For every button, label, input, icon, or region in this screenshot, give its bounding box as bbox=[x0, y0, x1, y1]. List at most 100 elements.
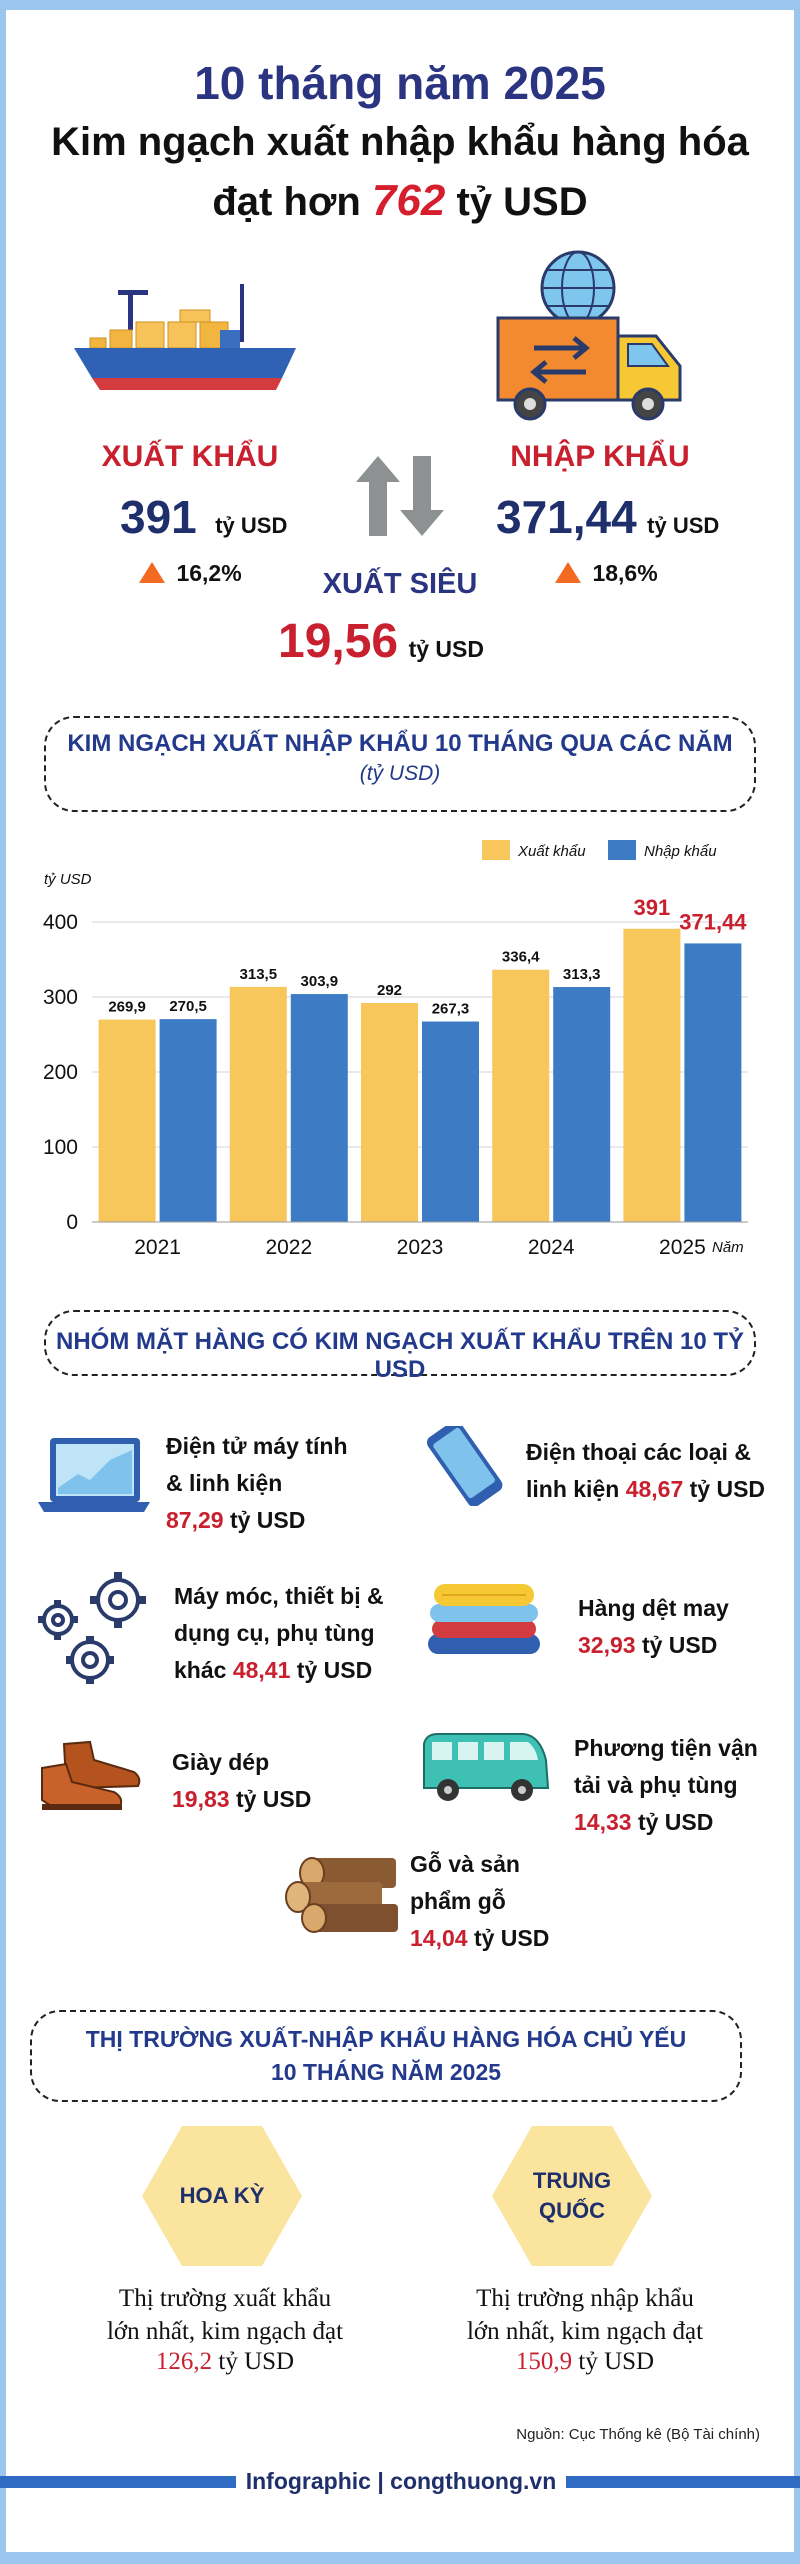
item-value: 14,33 bbox=[574, 1809, 632, 1835]
bar bbox=[159, 1019, 217, 1222]
import-unit: tỷ USD bbox=[647, 513, 720, 538]
export-value: 391 bbox=[120, 491, 197, 543]
surplus-value-row: 19,56 tỷ USD bbox=[278, 614, 558, 669]
item-name-line: tải và phụ tùng bbox=[574, 1772, 738, 1798]
bar-data-label: 313,5 bbox=[240, 966, 278, 983]
bar-data-label: 391 bbox=[634, 895, 671, 920]
y-axis-label: tỷ USD bbox=[44, 871, 92, 888]
surplus-label: XUẤT SIÊU bbox=[322, 568, 478, 600]
x-axis-label: Năm bbox=[712, 1239, 744, 1256]
bar bbox=[623, 928, 681, 1222]
title-suffix: tỷ USD bbox=[456, 180, 588, 224]
item-name-line: Giày dép bbox=[172, 1749, 270, 1775]
bar bbox=[684, 943, 742, 1222]
section-markets-title: THỊ TRƯỜNG XUẤT-NHẬP KHẨU HÀNG HÓA CHỦ Y… bbox=[85, 2026, 687, 2052]
market-unit: tỷ USD bbox=[578, 2348, 655, 2375]
market-usa-desc: Thị trường xuất khẩu lớn nhất, kim ngạch… bbox=[50, 2282, 400, 2376]
import-value-row: 371,44 tỷ USD bbox=[496, 490, 756, 544]
section-chart-title: KIM NGẠCH XUẤT NHẬP KHẨU 10 THÁNG QUA CÁ… bbox=[67, 730, 733, 757]
frame-bottom bbox=[0, 2552, 800, 2564]
gears-icon bbox=[38, 1572, 146, 1684]
phone-icon bbox=[426, 1426, 503, 1506]
title-total: 762 bbox=[371, 176, 446, 225]
item-name-line: Gỗ và sản bbox=[410, 1851, 520, 1877]
bar-data-label: 303,9 bbox=[301, 973, 339, 990]
growth-up-icon bbox=[555, 562, 581, 583]
market-desc-line: lớn nhất, kim ngạch đạt bbox=[106, 2318, 344, 2345]
item-value: 14,04 bbox=[410, 1925, 468, 1951]
title-prefix: đạt hơn bbox=[212, 180, 361, 224]
item-textiles: Hàng dệt may 32,93 tỷ USD bbox=[578, 1590, 729, 1664]
section-products-header: NHÓM MẶT HÀNG CÓ KIM NGẠCH XUẤT KHẨU TRÊ… bbox=[44, 1310, 756, 1383]
market-name-line: QUỐC bbox=[539, 2198, 605, 2223]
market-value-row: 126,2 tỷ USD bbox=[50, 2348, 400, 2376]
delivery-truck-icon bbox=[496, 250, 682, 421]
item-value-row: 32,93 tỷ USD bbox=[578, 1627, 729, 1664]
section-chart-header: KIM NGẠCH XUẤT NHẬP KHẨU 10 THÁNG QUA CÁ… bbox=[44, 716, 756, 812]
bar-data-label: 313,3 bbox=[563, 966, 601, 983]
section-markets-header: THỊ TRƯỜNG XUẤT-NHẬP KHẨU HÀNG HÓA CHỦ Y… bbox=[30, 2010, 742, 2102]
bar bbox=[98, 1019, 156, 1222]
item-unit: tỷ USD bbox=[473, 1925, 550, 1951]
item-electronics: Điện tử máy tính & linh kiện 87,29 tỷ US… bbox=[166, 1428, 348, 1539]
market-unit: tỷ USD bbox=[218, 2348, 295, 2375]
market-name-line: TRUNG bbox=[532, 2168, 612, 2193]
import-value: 371,44 bbox=[496, 491, 637, 543]
van-icon bbox=[423, 1733, 550, 1801]
item-value-row: 19,83 tỷ USD bbox=[172, 1781, 311, 1818]
legend-swatch bbox=[608, 840, 636, 860]
textile-icon bbox=[428, 1584, 540, 1654]
frame-right bbox=[794, 0, 800, 2564]
item-name-line: dụng cụ, phụ tùng bbox=[174, 1620, 375, 1646]
x-tick-label: 2023 bbox=[397, 1236, 444, 1259]
item-unit: tỷ USD bbox=[235, 1786, 312, 1812]
item-name-line: Điện thoại các loại & bbox=[526, 1439, 751, 1465]
footer-brand: Infographic | congthuong.vn bbox=[245, 2468, 557, 2494]
frame-top bbox=[0, 0, 800, 10]
item-value-row: 14,33 tỷ USD bbox=[574, 1804, 758, 1841]
market-desc-line: Thị trường nhập khẩu bbox=[476, 2285, 694, 2312]
cargo-ship-icon bbox=[74, 284, 296, 390]
footer-bar-right bbox=[566, 2476, 800, 2488]
export-value-row: 391 tỷ USD bbox=[120, 490, 320, 544]
bar bbox=[290, 994, 348, 1222]
market-value: 150,9 bbox=[515, 2348, 573, 2375]
market-name-usa: HOA KỲ bbox=[179, 2183, 265, 2208]
item-name-line: linh kiện bbox=[526, 1476, 620, 1502]
item-value: 87,29 bbox=[166, 1507, 224, 1533]
item-phones: Điện thoại các loại & linh kiện 48,67 tỷ… bbox=[526, 1434, 765, 1508]
y-tick-label: 0 bbox=[66, 1211, 78, 1234]
bar bbox=[492, 969, 550, 1222]
import-label: NHẬP KHẨU bbox=[510, 440, 690, 473]
y-tick-label: 100 bbox=[43, 1136, 78, 1159]
import-growth: 18,6% bbox=[592, 560, 658, 586]
bar bbox=[361, 1003, 418, 1222]
item-name-line: khác bbox=[174, 1657, 227, 1683]
header-subtitle: 10 tháng năm 2025 bbox=[194, 57, 606, 109]
market-desc-line: Thị trường xuất khẩu bbox=[118, 2285, 332, 2312]
item-value: 32,93 bbox=[578, 1632, 636, 1658]
legend-label: Nhập khẩu bbox=[644, 843, 717, 860]
market-hex-usa: HOA KỲ bbox=[142, 2126, 302, 2266]
source-note: Nguồn: Cục Thống kê (Bộ Tài chính) bbox=[516, 2426, 760, 2443]
market-china-desc: Thị trường nhập khẩu lớn nhất, kim ngạch… bbox=[400, 2282, 770, 2376]
item-name-line: Phương tiện vận bbox=[574, 1735, 758, 1761]
export-label: XUẤT KHẨU bbox=[101, 440, 279, 473]
item-machinery: Máy móc, thiết bị & dụng cụ, phụ tùng kh… bbox=[174, 1578, 384, 1689]
item-name-line: Điện tử máy tính bbox=[166, 1433, 348, 1459]
item-footwear: Giày dép 19,83 tỷ USD bbox=[172, 1744, 311, 1818]
x-tick-label: 2025 bbox=[659, 1236, 706, 1259]
export-growth: 16,2% bbox=[176, 560, 242, 586]
item-name-line: Hàng dệt may bbox=[578, 1595, 729, 1621]
legend-swatch bbox=[482, 840, 510, 860]
frame-left bbox=[0, 0, 6, 2564]
bar-data-label: 270,5 bbox=[169, 998, 207, 1015]
x-tick-label: 2022 bbox=[265, 1236, 312, 1259]
laptop-icon bbox=[38, 1438, 150, 1512]
bar bbox=[553, 987, 611, 1222]
header-title-line2: đạt hơn 762 tỷ USD bbox=[0, 176, 800, 226]
item-unit: tỷ USD bbox=[296, 1657, 373, 1683]
wood-logs-icon bbox=[285, 1857, 398, 1933]
item-value-row: khác 48,41 tỷ USD bbox=[174, 1652, 384, 1689]
bar-data-label: 371,44 bbox=[679, 909, 747, 934]
